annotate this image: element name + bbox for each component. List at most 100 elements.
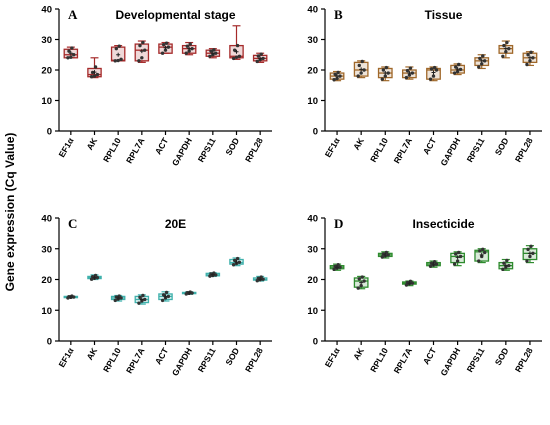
x-tick-label: RPL10 [368, 346, 390, 374]
box-RPS11: RPS11 [196, 48, 221, 164]
data-point [452, 71, 457, 75]
data-point [89, 75, 94, 79]
x-tick-label: RPL7A [124, 346, 147, 375]
mean-marker [455, 255, 460, 260]
data-point [477, 259, 481, 263]
data-point [164, 290, 169, 295]
data-point [141, 293, 145, 298]
x-tick-label: AK [351, 345, 366, 361]
mean-marker [455, 67, 460, 72]
x-tick-label: RPS11 [196, 136, 218, 164]
mean-marker [163, 294, 168, 299]
mean-marker [210, 272, 215, 277]
mean-marker [359, 280, 364, 285]
y-tick-label: 0 [313, 127, 318, 138]
data-point [143, 48, 147, 52]
x-tick-label: SOD [223, 346, 241, 367]
mean-marker [335, 74, 340, 79]
x-tick-label: GAPDH [438, 346, 462, 378]
mean-marker [383, 71, 388, 76]
data-point [235, 43, 240, 48]
data-point [332, 78, 336, 82]
box-RPL10: RPL10 [368, 250, 393, 374]
data-point [404, 75, 409, 80]
mean-marker [335, 265, 340, 270]
data-point [507, 263, 511, 268]
panel-b: 0 10 20 30 40 B Tissue EF1α AK RPL10 RPL7A ACT GAPDH… [307, 5, 542, 168]
panel-d: 0 10 20 30 40 D Insecticide EF1α AK RPL10 RPL7A ACT… [307, 214, 542, 378]
mean-marker [503, 263, 508, 268]
mean-marker [431, 262, 436, 267]
data-point [504, 50, 508, 54]
data-point [141, 40, 145, 45]
mean-marker [479, 252, 484, 257]
data-point [357, 277, 361, 281]
data-point [160, 298, 165, 303]
shared-y-axis-label: Gene expression (Cq Value) [3, 133, 17, 292]
y-tick-label: 40 [307, 214, 318, 225]
x-tick-label: RPL28 [243, 136, 265, 164]
data-point [259, 52, 263, 56]
data-point [359, 283, 363, 288]
mean-marker [479, 58, 484, 63]
box-RPL7A: RPL7A [392, 279, 417, 375]
data-point [119, 57, 123, 62]
box-RPL7A: RPL7A [124, 293, 150, 375]
data-point [531, 56, 535, 60]
data-point [232, 48, 237, 52]
x-tick-label: EF1α [323, 135, 342, 159]
box-RPL28: RPL28 [513, 50, 538, 164]
x-tick-label: RPL7A [124, 136, 147, 165]
y-tick-label: 30 [307, 35, 318, 46]
mean-marker [503, 46, 508, 51]
box-GAPDH: GAPDH [438, 250, 466, 378]
x-tick-label: RPL28 [243, 346, 265, 374]
data-point [502, 43, 506, 48]
data-point [405, 280, 410, 285]
data-point [362, 68, 366, 72]
x-tick-label: RPL28 [513, 136, 535, 164]
x-tick-label: GAPDH [170, 346, 194, 378]
data-point [362, 279, 366, 283]
data-point [166, 294, 171, 299]
mean-marker [116, 52, 121, 57]
data-point [143, 297, 147, 302]
data-point [161, 42, 166, 47]
x-tick-label: ACT [421, 345, 439, 366]
data-point [359, 71, 363, 75]
data-point [116, 58, 120, 63]
x-tick-label: GAPDH [170, 136, 194, 168]
y-tick-label: 10 [307, 306, 318, 317]
box-AK: AK [351, 59, 369, 152]
data-point [212, 48, 216, 52]
data-point [482, 250, 487, 255]
y-tick-label: 20 [307, 66, 318, 77]
mean-marker [163, 45, 168, 50]
box-EF1α: EF1α [56, 46, 79, 159]
data-point [505, 40, 509, 45]
data-point [237, 54, 242, 58]
data-point [356, 286, 360, 290]
box-AK: AK [84, 273, 102, 362]
mean-marker [407, 71, 412, 76]
y-tick-label: 20 [307, 275, 318, 286]
x-tick-label: RPL7A [392, 346, 415, 375]
y-tick-label: 30 [41, 244, 52, 255]
data-point [478, 56, 482, 61]
data-point [184, 51, 188, 55]
data-point [501, 54, 505, 58]
x-tick-label: RPL10 [101, 136, 123, 164]
mean-marker [527, 55, 532, 60]
data-point [332, 267, 336, 272]
data-point [161, 293, 166, 297]
box-RPL28: RPL28 [243, 52, 268, 164]
data-point [428, 77, 433, 81]
data-point [360, 275, 364, 279]
x-tick-label: AK [84, 135, 99, 151]
box-RPL10: RPL10 [101, 294, 126, 374]
data-point [117, 44, 121, 48]
data-point [67, 49, 71, 53]
data-point [255, 59, 259, 64]
data-point [456, 62, 461, 67]
